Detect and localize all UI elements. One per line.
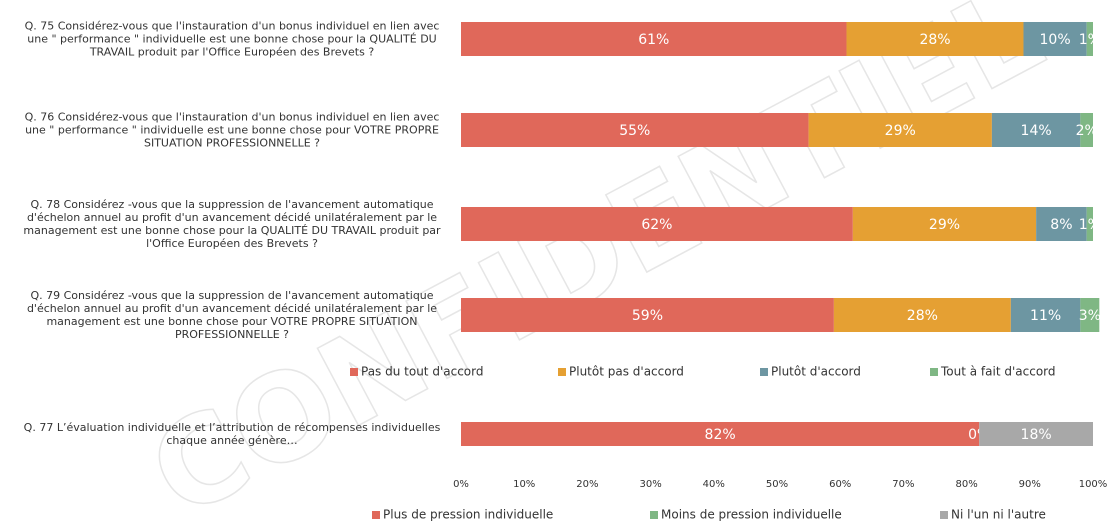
data-label: 28% [907, 308, 938, 324]
x-tick-label: 30% [639, 479, 661, 490]
bar-segment [1036, 207, 1087, 241]
data-label: 18% [1021, 427, 1052, 443]
bar-segment [1023, 22, 1087, 56]
x-tick-label: 0% [453, 479, 469, 490]
data-label: 61% [638, 32, 669, 48]
legend-label: Plutôt pas d'accord [569, 365, 684, 379]
legend-label: Plutôt d'accord [771, 365, 861, 379]
legend-label: Ni l'un ni l'autre [951, 508, 1046, 522]
bar-segment [461, 113, 809, 147]
x-tick-label: 10% [513, 479, 535, 490]
data-label: 10% [1040, 32, 1071, 48]
bar-segment [833, 298, 1011, 332]
bar-segment [991, 113, 1081, 147]
bar-segment [1080, 298, 1100, 332]
bar-segment [461, 298, 834, 332]
data-label: 62% [641, 217, 672, 233]
data-label: 82% [705, 427, 736, 443]
data-label: 2% [1076, 123, 1098, 139]
bar-segment [979, 422, 1093, 446]
x-tick-label: 40% [703, 479, 725, 490]
legend-swatch [558, 368, 566, 376]
legend-swatch [930, 368, 938, 376]
watermark: CONFIDENTIEL [129, 0, 1063, 527]
x-tick-label: 60% [829, 479, 851, 490]
data-label: 14% [1021, 123, 1052, 139]
x-tick-label: 90% [1019, 479, 1041, 490]
x-tick-label: 20% [576, 479, 598, 490]
bar-segment [1086, 22, 1093, 56]
x-tick-label: 70% [892, 479, 914, 490]
data-label: 28% [919, 32, 950, 48]
data-label: 1% [1079, 217, 1101, 233]
legend-swatch [940, 511, 948, 519]
x-tick-label: 80% [955, 479, 977, 490]
data-label: 59% [632, 308, 663, 324]
x-tick-label: 50% [766, 479, 788, 490]
data-label: 8% [1050, 217, 1072, 233]
data-label: 55% [619, 123, 650, 139]
category-label: Q. 76 Considérez-vous que l'instauration… [24, 110, 440, 150]
category-label: Q. 77 L’évaluation individuelle et l’att… [23, 421, 441, 447]
bar-segment [846, 22, 1024, 56]
bar-segment [852, 207, 1037, 241]
bar-segment [808, 113, 992, 147]
legend-label: Pas du tout d'accord [361, 365, 483, 379]
data-label: 3% [1079, 308, 1101, 324]
bar-segment [1080, 113, 1093, 147]
bar-segment [461, 207, 853, 241]
category-label: Q. 75 Considérez-vous que l'instauration… [24, 19, 440, 59]
category-label: Q. 79 Considérez -vous que la suppressio… [26, 289, 438, 341]
data-label: 29% [885, 123, 916, 139]
legend-label: Plus de pression individuelle [383, 508, 553, 522]
legend-label: Moins de pression individuelle [661, 508, 842, 522]
legend-swatch [650, 511, 658, 519]
legend-swatch [372, 511, 380, 519]
bar-segment [1086, 207, 1093, 241]
data-label: 11% [1030, 308, 1061, 324]
bar-segment [461, 422, 980, 446]
category-label: Q. 78 Considérez -vous que la suppressio… [23, 198, 441, 250]
legend-swatch [760, 368, 768, 376]
x-tick-label: 100% [1079, 479, 1108, 490]
data-label: 1% [1079, 32, 1101, 48]
data-label: 29% [929, 217, 960, 233]
bar-segment [1010, 298, 1081, 332]
bar-segment [461, 22, 847, 56]
legend-swatch [350, 368, 358, 376]
legend-label: Tout à fait d'accord [940, 365, 1056, 379]
